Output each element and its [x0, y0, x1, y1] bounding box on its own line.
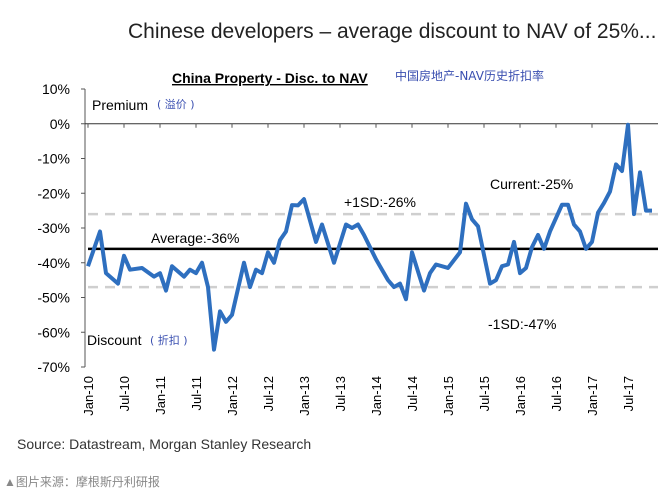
x-tick-label: Jan-15	[441, 376, 456, 416]
discount-cn-label: ( 折扣 )	[150, 333, 188, 347]
y-tick-label: -40%	[37, 255, 70, 271]
current-label: Current:-25%	[490, 176, 573, 192]
x-tick-label: Jan-13	[297, 376, 312, 416]
x-tick-label: Jul-17	[621, 376, 636, 411]
y-tick-label: 0%	[50, 116, 70, 132]
minus-sd-label: -1SD:-47%	[488, 316, 556, 332]
x-tick-label: Jan-17	[585, 376, 600, 416]
labels: China Property - Disc. to NAV 中国房地产-NAV历…	[87, 68, 573, 348]
x-tick-label: Jan-10	[81, 376, 96, 416]
x-tick-label: Jul-16	[549, 376, 564, 411]
x-tick-label: Jul-14	[405, 376, 420, 411]
chart-subtitle-cn: 中国房地产-NAV历史折扣率	[395, 68, 544, 83]
y-tick-label: -50%	[37, 290, 70, 306]
chart-title: China Property - Disc. to NAV	[172, 70, 368, 86]
series	[86, 122, 653, 352]
y-tick-label: -20%	[37, 185, 70, 201]
y-tick-label: 10%	[42, 81, 70, 97]
y-tick-label: -70%	[37, 359, 70, 375]
x-tick-label: Jul-11	[189, 376, 204, 410]
x-tick-label: Jul-13	[333, 376, 348, 411]
x-tick-label: Jan-11	[153, 376, 168, 415]
x-tick-label: Jul-15	[477, 376, 492, 411]
x-tick-label: Jul-12	[261, 376, 276, 411]
axes: 10% 0% -10% -20% -30% -40% -50% -60% -70% Jan-10 J…	[37, 81, 658, 416]
x-tick-label: Jul-10	[117, 376, 132, 411]
headline: Chinese developers – average discount to…	[128, 20, 657, 43]
source-note: Source: Datastream, Morgan Stanley Resea…	[17, 436, 312, 452]
x-tick-label: Jan-16	[513, 376, 528, 416]
discount-label: Discount	[87, 332, 142, 348]
y-tick-label: -60%	[37, 324, 70, 340]
plus-sd-label: +1SD:-26%	[344, 194, 416, 210]
x-tick-label: Jan-12	[225, 376, 240, 416]
y-tick-label: -10%	[37, 151, 70, 167]
premium-label: Premium	[92, 97, 148, 113]
average-label: Average:-36%	[151, 230, 239, 246]
series-line	[86, 122, 652, 352]
image-credit: ▲图片来源：摩根斯丹利研报	[4, 475, 160, 489]
x-tick-label: Jan-14	[369, 376, 384, 416]
y-tick-label: -30%	[37, 220, 70, 236]
premium-cn-label: ( 溢价 )	[157, 97, 195, 111]
